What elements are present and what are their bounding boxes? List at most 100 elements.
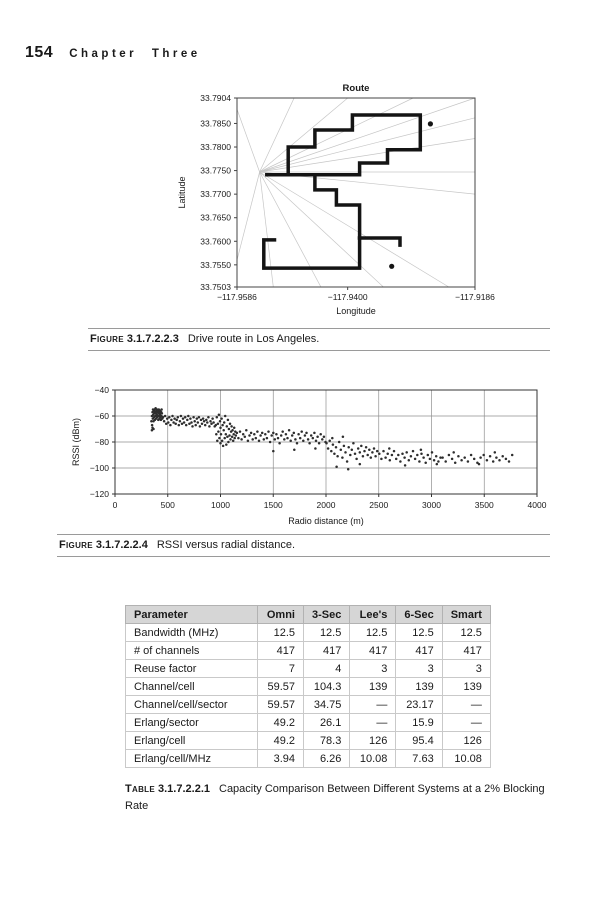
value-cell: 59.57 — [257, 695, 304, 714]
column-header: Lee's — [349, 605, 397, 624]
parameter-cell: Channel/cell/sector — [125, 695, 258, 714]
value-cell: 3 — [441, 659, 491, 678]
svg-text:2000: 2000 — [317, 500, 336, 510]
value-cell: — — [349, 695, 397, 714]
parameter-cell: Erlang/cell/MHz — [125, 749, 258, 768]
value-cell: 49.2 — [257, 731, 304, 750]
value-cell: — — [349, 713, 397, 732]
svg-text:Longitude: Longitude — [336, 306, 376, 316]
caption-number: 3.1.7.2.2.3 — [126, 333, 179, 345]
value-cell: 4 — [302, 659, 351, 678]
value-cell: 10.08 — [441, 749, 491, 768]
svg-text:3000: 3000 — [422, 500, 441, 510]
caption-text: RSSI versus radial distance. — [156, 539, 296, 551]
column-header: Omni — [257, 605, 304, 624]
value-cell: 126 — [441, 731, 491, 750]
caption-text: Capacity Comparison Between Different Sy… — [125, 783, 545, 812]
figure-caption-route: Figure 3.1.7.2.2.3 Drive route in Los Ange… — [88, 328, 550, 351]
caption-label: Table — [125, 783, 155, 795]
value-cell: 417 — [441, 641, 491, 660]
table-row: Erlang/sector 49.2 26.1—15.9— — [125, 713, 491, 732]
value-cell: 12.5 — [349, 623, 397, 642]
svg-text:500: 500 — [161, 500, 175, 510]
route-marker — [427, 121, 433, 127]
page-number: 154 — [25, 44, 54, 61]
scatter-points — [150, 406, 514, 471]
svg-text:33.7800: 33.7800 — [200, 142, 231, 152]
table-row: Bandwidth (MHz) 12.5 12.5 12.5 12.5 12.5 — [125, 623, 491, 642]
table-header-row: Parameter Omni 3-Sec Lee's 6-Sec Smart — [125, 605, 491, 624]
value-cell: 139 — [395, 677, 443, 696]
svg-text:−117.9400: −117.9400 — [328, 292, 368, 302]
parameter-cell: Erlang/sector — [125, 713, 258, 732]
rssi-chart: −40 −60 −80 −100 −120 0 500 1000 1500 2000 2500 300… — [71, 385, 547, 526]
route-marker — [389, 263, 395, 269]
rssi-axes: −40 −60 −80 −100 −120 0 500 1000 1500 2000 2500 300… — [90, 385, 547, 510]
caption-number: 3.1.7.2.2.1 — [158, 783, 210, 795]
svg-text:33.7550: 33.7550 — [200, 260, 231, 270]
value-cell: 59.57 — [257, 677, 304, 696]
radial-lines — [236, 97, 476, 288]
column-header: Parameter — [125, 605, 258, 624]
table-caption: Table 3.1.7.2.2.1 Capacity Comparison Betw… — [125, 781, 545, 814]
value-cell: 12.5 — [441, 623, 491, 642]
value-cell: 417 — [395, 641, 443, 660]
value-cell: 139 — [349, 677, 397, 696]
caption-label: Figure — [90, 333, 124, 345]
value-cell: 417 — [257, 641, 304, 660]
svg-text:−117.9586: −117.9586 — [217, 292, 257, 302]
value-cell: 12.5 — [395, 623, 443, 642]
svg-text:−60: −60 — [95, 411, 110, 421]
value-cell: — — [441, 695, 491, 714]
value-cell: 139 — [441, 677, 491, 696]
table-row: Channel/cell/sector 59.57 34.75—23.17— — [125, 695, 491, 714]
route-axes: 33.7904 33.7850 33.7800 33.7750 33.7700 33.76… — [200, 93, 495, 302]
svg-text:0: 0 — [113, 500, 118, 510]
table-row: Erlang/cell/MHz 3.94 6.26 10.08 7.63 10.08 — [125, 749, 491, 768]
chapter-title: Chapter Three — [69, 48, 201, 60]
route-chart: Route 33.7904 33.7850 33.7800 33.7750 33.7700… — [177, 83, 495, 316]
value-cell: 3 — [395, 659, 443, 678]
value-cell: 126 — [349, 731, 397, 750]
value-cell: 7 — [257, 659, 304, 678]
svg-text:3500: 3500 — [475, 500, 494, 510]
parameter-cell: Erlang/cell — [125, 731, 258, 750]
value-cell: 6.26 — [302, 749, 351, 768]
caption-number: 3.1.7.2.2.4 — [95, 539, 148, 551]
svg-text:33.7503: 33.7503 — [200, 282, 231, 292]
table-row: Reuse factor 7 4 3 3 3 — [125, 659, 491, 678]
value-cell: 104.3 — [302, 677, 351, 696]
caption-text: Drive route in Los Angeles. — [187, 333, 320, 345]
column-header: 3-Sec — [302, 605, 351, 624]
parameter-cell: Reuse factor — [125, 659, 258, 678]
svg-text:33.7904: 33.7904 — [200, 93, 231, 103]
value-cell: 26.1 — [302, 713, 351, 732]
value-cell: 49.2 — [257, 713, 304, 732]
svg-text:33.7650: 33.7650 — [200, 213, 231, 223]
route-path — [262, 113, 423, 270]
value-cell: 12.5 — [302, 623, 351, 642]
table-row: Channel/cell 59.57 104.3 139 139 139 — [125, 677, 491, 696]
parameter-cell: # of channels — [125, 641, 258, 660]
svg-text:RSSI (dBm): RSSI (dBm) — [71, 418, 81, 466]
value-cell: 78.3 — [302, 731, 351, 750]
svg-text:1000: 1000 — [211, 500, 230, 510]
svg-text:33.7600: 33.7600 — [200, 236, 231, 246]
svg-text:4000: 4000 — [528, 500, 547, 510]
plot-border — [236, 97, 476, 288]
svg-text:Radio distance (m): Radio distance (m) — [288, 516, 364, 526]
svg-text:Route: Route — [343, 83, 370, 94]
capacity-table-head: Parameter Omni 3-Sec Lee's 6-Sec Smart — [125, 605, 491, 624]
page-header: 154 Chapter Three — [25, 44, 201, 62]
svg-text:2500: 2500 — [369, 500, 388, 510]
column-header: Smart — [441, 605, 491, 624]
svg-text:Latitude: Latitude — [177, 176, 187, 208]
svg-text:1500: 1500 — [264, 500, 283, 510]
value-cell: 3.94 — [257, 749, 304, 768]
value-cell: 10.08 — [349, 749, 397, 768]
value-cell: 3 — [349, 659, 397, 678]
value-cell: — — [441, 713, 491, 732]
value-cell: 34.75 — [302, 695, 351, 714]
table-row: Erlang/cell 49.2 78.3 126 95.4 126 — [125, 731, 491, 750]
capacity-table: Parameter Omni 3-Sec Lee's 6-Sec Smart Bandwi… — [125, 605, 491, 768]
